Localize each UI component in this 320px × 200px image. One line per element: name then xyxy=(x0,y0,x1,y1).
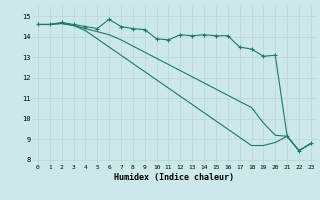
X-axis label: Humidex (Indice chaleur): Humidex (Indice chaleur) xyxy=(115,173,234,182)
